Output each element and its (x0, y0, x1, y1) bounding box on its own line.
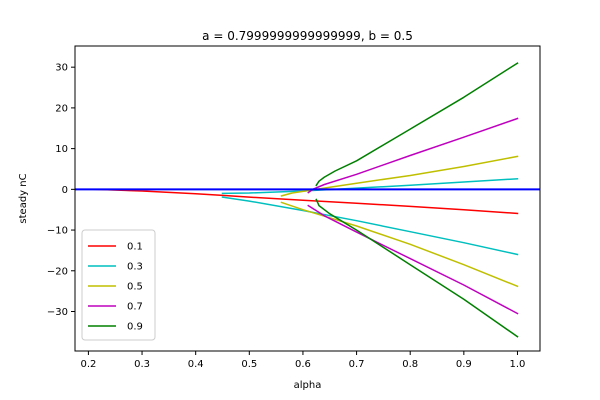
x-axis-ticks: 0.2 0.3 0.4 0.5 0.6 0.7 0.8 0.9 1.0 (80, 351, 525, 370)
x-tick-label: 0.7 (349, 359, 365, 370)
legend-label-0.9: 0.9 (127, 322, 143, 333)
x-tick-label: 0.9 (456, 359, 472, 370)
chart-title: a = 0.7999999999999999, b = 0.5 (202, 29, 413, 43)
x-tick-label: 0.5 (241, 359, 257, 370)
legend-label-0.7: 0.7 (127, 302, 143, 313)
y-tick-label: 20 (55, 103, 68, 114)
x-tick-label: 0.8 (402, 359, 418, 370)
x-tick-label: 0.6 (295, 359, 311, 370)
x-tick-label: 0.4 (188, 359, 204, 370)
legend: 0.1 0.3 0.5 0.7 0.9 (82, 230, 155, 340)
x-tick-label: 1.0 (510, 359, 526, 370)
y-tick-label: 0 (62, 185, 68, 196)
y-tick-label: −20 (47, 266, 68, 277)
y-tick-label: 30 (55, 63, 68, 74)
y-axis-label: steady nC (18, 173, 29, 223)
x-tick-label: 0.2 (80, 359, 96, 370)
x-tick-label: 0.3 (134, 359, 150, 370)
legend-label-0.1: 0.1 (127, 242, 143, 253)
y-tick-label: −30 (47, 307, 68, 318)
legend-label-0.3: 0.3 (127, 262, 143, 273)
y-axis-ticks: −30 −20 −10 0 10 20 30 (47, 63, 75, 318)
x-axis-label: alpha (294, 380, 322, 391)
y-tick-label: −10 (47, 226, 68, 237)
y-tick-label: 10 (55, 144, 68, 155)
legend-label-0.5: 0.5 (127, 282, 143, 293)
